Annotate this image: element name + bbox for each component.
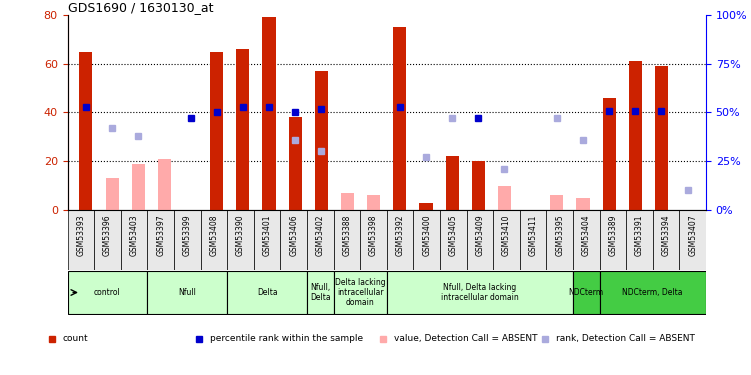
Bar [626, 210, 653, 270]
Text: GSM53391: GSM53391 [635, 215, 644, 256]
Text: Nfull: Nfull [178, 288, 196, 297]
Text: value, Detection Call = ABSENT: value, Detection Call = ABSENT [394, 334, 538, 343]
Bar [387, 271, 573, 314]
Bar [367, 195, 380, 210]
Text: NDCterm: NDCterm [569, 288, 604, 297]
Text: GSM53410: GSM53410 [502, 215, 511, 256]
Bar [550, 195, 563, 210]
Bar [201, 210, 228, 270]
Bar [147, 271, 228, 314]
Bar [106, 178, 119, 210]
Text: Nfull,
Delta: Nfull, Delta [310, 283, 330, 302]
Bar [394, 27, 406, 210]
Text: GSM53393: GSM53393 [77, 215, 86, 256]
Bar [210, 52, 223, 210]
Bar [307, 271, 333, 314]
Bar [472, 161, 485, 210]
Text: GSM53402: GSM53402 [315, 215, 324, 256]
Bar [602, 98, 616, 210]
Text: GSM53401: GSM53401 [263, 215, 272, 256]
Bar [655, 66, 668, 210]
Text: GSM53390: GSM53390 [236, 215, 245, 256]
Bar [263, 17, 276, 210]
Bar [653, 210, 680, 270]
Text: NDCterm, Delta: NDCterm, Delta [623, 288, 683, 297]
Text: GSM53407: GSM53407 [688, 215, 697, 256]
Text: GSM53405: GSM53405 [449, 215, 458, 256]
Text: control: control [94, 288, 121, 297]
Text: GSM53392: GSM53392 [396, 215, 405, 256]
Bar [333, 210, 360, 270]
Text: GSM53389: GSM53389 [608, 215, 617, 256]
Bar [466, 210, 493, 270]
Bar [121, 210, 147, 270]
Bar [174, 210, 201, 270]
Text: GSM53406: GSM53406 [289, 215, 298, 256]
Text: GSM53409: GSM53409 [475, 215, 484, 256]
Text: GSM53395: GSM53395 [555, 215, 564, 256]
Text: GDS1690 / 1630130_at: GDS1690 / 1630130_at [68, 1, 213, 14]
Bar [315, 71, 328, 210]
Bar [440, 210, 466, 270]
Bar [80, 52, 92, 210]
Bar [599, 210, 626, 270]
Text: count: count [63, 334, 89, 343]
Bar [68, 271, 147, 314]
Bar [629, 61, 642, 210]
Text: GSM53399: GSM53399 [182, 215, 192, 256]
Bar [307, 210, 333, 270]
Text: rank, Detection Call = ABSENT: rank, Detection Call = ABSENT [556, 334, 695, 343]
Bar [573, 210, 599, 270]
Text: Delta: Delta [257, 288, 277, 297]
Bar [547, 210, 573, 270]
Bar [573, 271, 599, 314]
Bar [413, 210, 440, 270]
Bar [158, 159, 171, 210]
Bar [420, 202, 433, 210]
Bar [280, 210, 307, 270]
Text: GSM53411: GSM53411 [529, 215, 538, 256]
Text: GSM53400: GSM53400 [422, 215, 431, 256]
Bar [493, 210, 520, 270]
Text: GSM53388: GSM53388 [342, 215, 351, 256]
Text: Delta lacking
intracellular
domain: Delta lacking intracellular domain [335, 278, 385, 308]
Bar [288, 117, 302, 210]
Bar [333, 271, 387, 314]
Bar [387, 210, 413, 270]
Bar [360, 210, 387, 270]
Bar [131, 164, 145, 210]
Bar [228, 271, 307, 314]
Bar [520, 210, 547, 270]
Bar [577, 198, 590, 210]
Bar [94, 210, 121, 270]
Bar [254, 210, 280, 270]
Text: GSM53403: GSM53403 [130, 215, 139, 256]
Bar [68, 210, 94, 270]
Bar [228, 210, 254, 270]
Text: GSM53408: GSM53408 [210, 215, 219, 256]
Text: percentile rank within the sample: percentile rank within the sample [210, 334, 363, 343]
Text: Nfull, Delta lacking
intracellular domain: Nfull, Delta lacking intracellular domai… [441, 283, 519, 302]
Text: GSM53398: GSM53398 [369, 215, 378, 256]
Text: GSM53396: GSM53396 [103, 215, 112, 256]
Bar [445, 156, 459, 210]
Text: GSM53394: GSM53394 [662, 215, 671, 256]
Text: GSM53404: GSM53404 [582, 215, 591, 256]
Bar [599, 271, 706, 314]
Bar [498, 186, 511, 210]
Text: GSM53397: GSM53397 [156, 215, 165, 256]
Bar [680, 210, 706, 270]
Bar [147, 210, 174, 270]
Bar [237, 49, 249, 210]
Bar [341, 193, 354, 210]
